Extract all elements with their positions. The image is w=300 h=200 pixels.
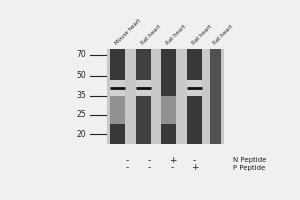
Text: -: - bbox=[193, 156, 196, 165]
Text: Rat heart: Rat heart bbox=[140, 24, 161, 46]
Text: +: + bbox=[191, 163, 198, 172]
Text: Mouse heart: Mouse heart bbox=[114, 18, 142, 46]
Bar bbox=[187, 80, 202, 96]
Text: 35: 35 bbox=[76, 91, 86, 100]
Bar bbox=[110, 49, 125, 144]
Bar bbox=[136, 80, 151, 96]
Text: -: - bbox=[148, 163, 151, 172]
Text: Rat heart: Rat heart bbox=[212, 24, 234, 46]
Text: 50: 50 bbox=[76, 71, 86, 80]
Text: Rat heart: Rat heart bbox=[165, 24, 187, 46]
Bar bbox=[187, 49, 202, 144]
Text: 70: 70 bbox=[76, 50, 86, 59]
Bar bbox=[210, 49, 221, 144]
Text: P Peptide: P Peptide bbox=[233, 165, 265, 171]
Bar bbox=[161, 49, 176, 144]
Text: +: + bbox=[169, 156, 176, 165]
Text: Rat heart: Rat heart bbox=[191, 24, 213, 46]
Text: 20: 20 bbox=[77, 130, 86, 139]
Bar bbox=[107, 49, 224, 144]
Bar bbox=[110, 80, 125, 96]
Text: -: - bbox=[171, 163, 174, 172]
Bar bbox=[110, 96, 125, 124]
Bar bbox=[136, 49, 151, 144]
Text: -: - bbox=[125, 156, 129, 165]
Bar bbox=[161, 96, 176, 124]
Text: N Peptide: N Peptide bbox=[233, 157, 266, 163]
Text: -: - bbox=[148, 156, 151, 165]
Text: 25: 25 bbox=[77, 110, 86, 119]
Text: -: - bbox=[125, 163, 129, 172]
